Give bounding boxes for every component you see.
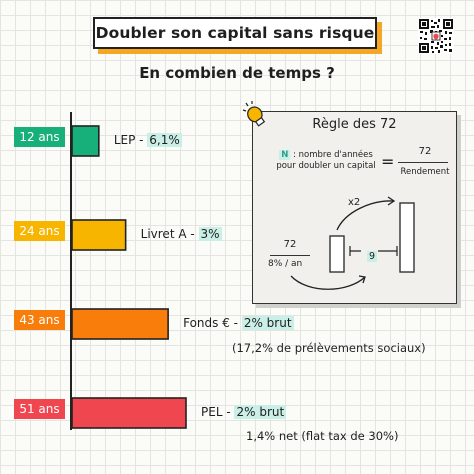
example-numerator: 72 [283, 239, 297, 250]
category-name: Fonds € - [183, 316, 242, 330]
page-title: Doubler son capital sans risque [93, 17, 377, 49]
formula-numerator: 72 [418, 146, 432, 157]
chart-axis-line [70, 112, 72, 430]
x2-label: x2 [348, 197, 361, 208]
example-years: 9 [367, 251, 378, 262]
example-fraction-line [270, 255, 310, 256]
n-key: N [279, 150, 291, 160]
page-title-text: Doubler son capital sans risque [95, 24, 375, 42]
equals-sign: = [381, 152, 395, 171]
category-rate: 2% brut [241, 316, 294, 330]
doubled-capital-bar [399, 202, 415, 273]
bar-1 [71, 219, 127, 251]
formula-fraction-line [398, 162, 448, 163]
value-label: 51 ans [14, 399, 65, 419]
n-definition-line1: : nombre d'années [293, 150, 373, 160]
category-label: Fonds € - 2% brut [183, 316, 294, 330]
rule-diagram [290, 196, 415, 290]
qr-code-icon [418, 18, 454, 54]
category-rate: 3% [198, 227, 222, 241]
category-note: (17,2% de prélèvements sociaux) [232, 341, 426, 355]
category-name: LEP - [113, 133, 148, 147]
category-rate: 2% brut [234, 405, 287, 419]
chart-subtitle: En combien de temps ? [139, 64, 335, 82]
rate-arrow [290, 275, 366, 290]
category-note: 1,4% net (flat tax de 30%) [246, 429, 399, 443]
value-label: 12 ans [14, 127, 65, 147]
category-label: PEL - 2% brut [201, 405, 287, 419]
value-label: 43 ans [14, 310, 65, 330]
category-name: PEL - [201, 405, 235, 419]
category-name: Livret A - [140, 227, 199, 241]
bar-2 [71, 308, 169, 340]
doubling-arrow [336, 200, 394, 231]
category-label: Livret A - 3% [141, 227, 222, 241]
category-label: LEP - 6,1% [114, 133, 182, 147]
bar-0 [71, 125, 100, 157]
n-definition-line2: pour doubler un capital [276, 161, 376, 171]
n-definition: N : nombre d'années pour doubler un capi… [265, 150, 387, 172]
category-rate: 6,1% [147, 133, 182, 147]
formula-denominator: Rendement [400, 167, 450, 177]
rule-title: Règle des 72 [312, 117, 397, 132]
years-span [349, 246, 398, 256]
example-rate: 8% / an [268, 259, 303, 269]
lightbulb-icon [242, 101, 266, 127]
small-capital-bar [329, 235, 345, 273]
value-label: 24 ans [14, 221, 65, 241]
bar-3 [71, 397, 187, 429]
rule-of-72-note: Règle des 72 N : nombre d'années pour do… [252, 111, 457, 304]
